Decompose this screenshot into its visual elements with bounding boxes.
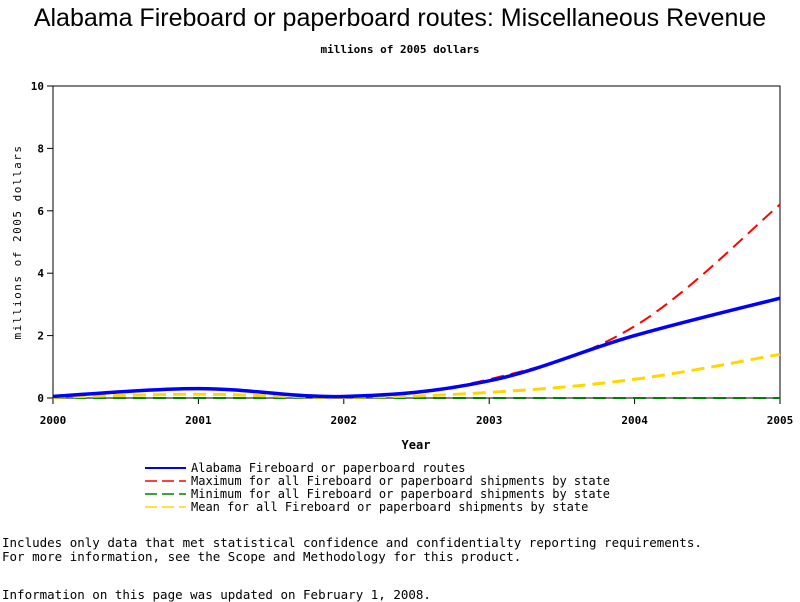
legend: Alabama Fireboard or paperboard routesMa… [145,461,610,514]
y-tick-label: 4 [37,267,44,280]
legend-label: Minimum for all Fireboard or paperboard … [191,487,610,501]
x-axis-label: Year [402,438,431,452]
line-chart: 0 2 4 6 8 10 2000 2001 2002 2003 2004 2005 Year mi… [11,80,794,514]
plot-frame [52,85,781,399]
chart-subtitle: millions of 2005 dollars [320,43,480,56]
y-tick-label: 8 [37,142,44,155]
series-line [52,352,781,399]
x-tick-label: 2005 [767,414,794,427]
footnote-updated: Information on this page was updated on … [2,587,431,602]
legend-label: Maximum for all Fireboard or paperboard … [191,474,610,488]
x-axis: 2000 2001 2002 2003 2004 2005 [40,398,794,427]
legend-label: Alabama Fireboard or paperboard routes [191,461,466,475]
series-lines [52,203,781,400]
y-tick-label: 10 [31,80,44,93]
footnote-methodology: For more information, see the Scope and … [2,548,522,564]
x-tick-label: 2003 [476,414,503,427]
x-tick-label: 2004 [621,414,648,427]
y-axis: 0 2 4 6 8 10 [31,80,53,405]
chart-title: Alabama Fireboard or paperboard routes: … [33,4,767,32]
footnote-confidentiality: Includes only data that met statistical … [2,535,702,550]
y-tick-label: 6 [37,205,44,218]
series-line [52,203,781,398]
y-tick-label: 2 [37,330,44,343]
y-tick-label: 0 [37,392,44,405]
footnotes: Includes only data that met statistical … [2,536,702,563]
legend-label: Mean for all Fireboard or paperboard shi… [191,500,588,514]
series-line [52,296,781,399]
y-axis-label: millions of 2005 dollars [11,145,24,340]
x-tick-label: 2001 [185,414,212,427]
x-tick-label: 2002 [331,414,358,427]
x-tick-label: 2000 [40,414,67,427]
